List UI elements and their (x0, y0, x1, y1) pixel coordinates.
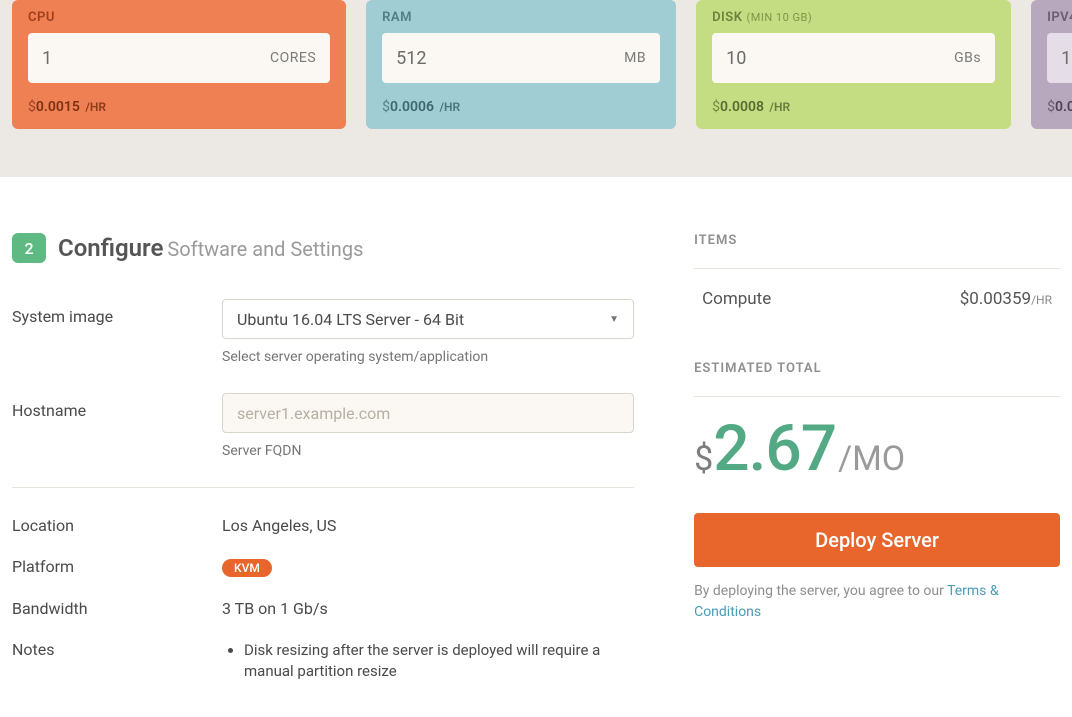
cpu-input[interactable] (42, 48, 270, 69)
notes-item: Disk resizing after the server is deploy… (244, 640, 634, 682)
notes-list: Disk resizing after the server is deploy… (222, 640, 634, 682)
disk-input-wrap[interactable]: GBs (712, 33, 995, 83)
items-header: ITEMS (694, 233, 1060, 248)
system-image-label: System image (12, 299, 222, 365)
ram-unit: MB (624, 50, 646, 66)
resource-strip: CPU CORES $0.0015 /HR RAM MB $0.0006 /HR… (0, 0, 1072, 177)
bandwidth-label: Bandwidth (12, 599, 222, 618)
line-item: Compute $0.00359/HR (694, 289, 1060, 309)
resource-card-disk: DISK(MIN 10 GB) GBs $0.0008 /HR (696, 0, 1011, 129)
divider (694, 268, 1060, 269)
notes-label: Notes (12, 640, 222, 688)
step-subtitle: Software and Settings (167, 237, 363, 261)
resource-card-cpu: CPU CORES $0.0015 /HR (12, 0, 346, 129)
system-image-select[interactable]: Ubuntu 16.04 LTS Server - 64 Bit ▼ (222, 299, 634, 339)
divider (694, 396, 1060, 397)
hostname-label: Hostname (12, 393, 222, 459)
resource-title: CPU (28, 10, 330, 25)
bandwidth-value: 3 TB on 1 Gb/s (222, 599, 634, 618)
step-header: 2 Configure Software and Settings (12, 233, 634, 263)
platform-badge: KVM (222, 559, 272, 577)
disk-price: $0.0008 /HR (712, 99, 995, 115)
cpu-unit: CORES (270, 50, 316, 66)
ip-input[interactable] (1061, 48, 1072, 69)
summary-panel: ITEMS Compute $0.00359/HR ESTIMATED TOTA… (694, 233, 1060, 710)
ram-input-wrap[interactable]: MB (382, 33, 660, 83)
estimated-total: $2.67/MO (694, 417, 1060, 481)
resource-title: RAM (382, 10, 660, 25)
total-amount: 2.67 (713, 417, 836, 481)
location-value: Los Angeles, US (222, 516, 634, 535)
total-header: ESTIMATED TOTAL (694, 361, 1060, 376)
line-item-name: Compute (702, 289, 771, 309)
ip-price: $0.00069 /HR (1047, 99, 1072, 115)
system-image-value: Ubuntu 16.04 LTS Server - 64 Bit (237, 310, 464, 329)
step-number-badge: 2 (12, 233, 46, 263)
total-per: /MO (838, 439, 905, 479)
platform-label: Platform (12, 557, 222, 577)
system-image-help: Select server operating system/applicati… (222, 349, 634, 365)
resource-card-ram: RAM MB $0.0006 /HR (366, 0, 676, 129)
cpu-input-wrap[interactable]: CORES (28, 33, 330, 83)
deploy-server-button[interactable]: Deploy Server (694, 513, 1060, 567)
ip-input-wrap[interactable]: IPs (1047, 33, 1072, 83)
line-item-price: $0.00359/HR (960, 289, 1052, 309)
resource-title: DISK(MIN 10 GB) (712, 10, 995, 25)
step-title: Configure (58, 234, 163, 262)
ram-input[interactable] (396, 48, 624, 69)
cpu-price: $0.0015 /HR (28, 99, 330, 115)
chevron-down-icon: ▼ (609, 314, 619, 325)
divider (12, 487, 634, 488)
hostname-help: Server FQDN (222, 443, 634, 459)
disk-unit: GBs (954, 50, 981, 66)
location-label: Location (12, 516, 222, 535)
agree-text: By deploying the server, you agree to ou… (694, 581, 1060, 623)
resource-title: IPV4 ADDRESS (1047, 10, 1072, 25)
configure-panel: 2 Configure Software and Settings System… (12, 233, 634, 710)
total-currency: $ (694, 439, 713, 479)
disk-input[interactable] (726, 48, 954, 69)
resource-card-ip: IPV4 ADDRESS IPs $0.00069 /HR (1031, 0, 1072, 129)
ram-price: $0.0006 /HR (382, 99, 660, 115)
hostname-input[interactable] (222, 393, 634, 433)
